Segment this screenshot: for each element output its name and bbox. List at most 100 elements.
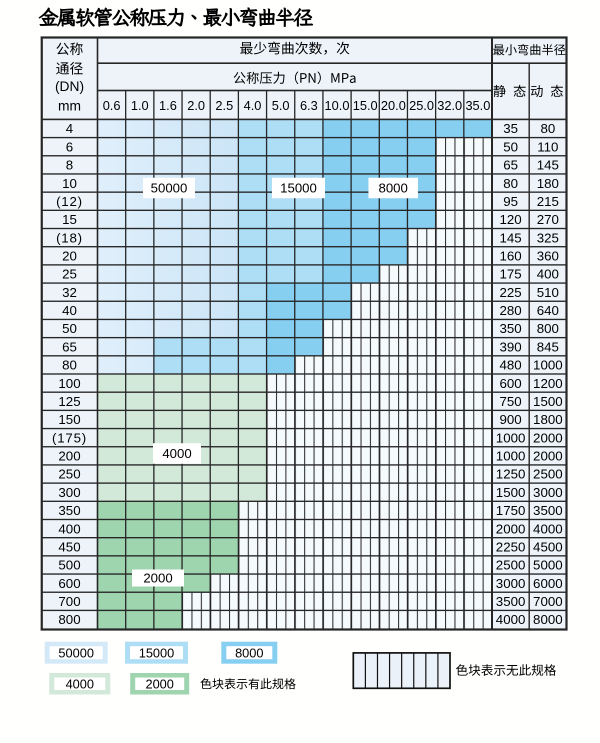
svg-text:15.0: 15.0 xyxy=(353,98,378,113)
svg-text:8000: 8000 xyxy=(379,181,408,196)
svg-text:700: 700 xyxy=(58,594,80,609)
svg-text:350: 350 xyxy=(500,321,522,336)
svg-text:145: 145 xyxy=(537,158,559,173)
svg-text:3500: 3500 xyxy=(533,503,563,518)
svg-text:1.0: 1.0 xyxy=(131,98,149,113)
svg-text:4000: 4000 xyxy=(533,521,563,536)
svg-text:32: 32 xyxy=(62,285,77,300)
svg-text:5000: 5000 xyxy=(533,558,563,573)
svg-text:(175): (175) xyxy=(52,430,87,445)
svg-text:80: 80 xyxy=(503,176,518,191)
svg-text:6000: 6000 xyxy=(533,576,563,591)
svg-text:50000: 50000 xyxy=(58,645,94,660)
svg-text:110: 110 xyxy=(537,139,558,154)
svg-text:3000: 3000 xyxy=(533,485,563,500)
svg-text:2000: 2000 xyxy=(533,449,563,464)
svg-text:2250: 2250 xyxy=(496,539,526,554)
svg-text:mm: mm xyxy=(58,98,81,113)
svg-text:1000: 1000 xyxy=(496,430,526,445)
svg-text:50: 50 xyxy=(503,139,518,154)
svg-text:300: 300 xyxy=(58,485,80,500)
svg-text:2000: 2000 xyxy=(145,676,173,691)
svg-text:3000: 3000 xyxy=(496,576,526,591)
svg-text:640: 640 xyxy=(537,303,559,318)
svg-text:150: 150 xyxy=(58,412,80,427)
svg-text:0.6: 0.6 xyxy=(103,98,121,113)
svg-text:5.0: 5.0 xyxy=(272,98,290,113)
svg-text:10: 10 xyxy=(62,176,77,191)
svg-text:4000: 4000 xyxy=(66,676,94,691)
svg-text:1000: 1000 xyxy=(533,358,563,373)
svg-text:145: 145 xyxy=(500,230,522,245)
svg-text:390: 390 xyxy=(500,339,522,354)
svg-text:160: 160 xyxy=(500,248,522,263)
svg-text:3500: 3500 xyxy=(496,594,526,609)
svg-text:15000: 15000 xyxy=(139,645,175,660)
svg-text:125: 125 xyxy=(58,394,80,409)
svg-text:50: 50 xyxy=(62,321,77,336)
svg-text:1000: 1000 xyxy=(496,449,526,464)
svg-text:350: 350 xyxy=(58,503,80,518)
svg-text:95: 95 xyxy=(503,194,518,209)
svg-text:1800: 1800 xyxy=(533,412,563,427)
svg-text:480: 480 xyxy=(500,358,522,373)
svg-text:845: 845 xyxy=(537,339,559,354)
svg-text:15: 15 xyxy=(62,212,77,227)
svg-text:400: 400 xyxy=(58,521,80,536)
svg-text:6.3: 6.3 xyxy=(300,98,318,113)
svg-text:270: 270 xyxy=(537,212,559,227)
svg-text:20: 20 xyxy=(62,248,77,263)
svg-text:65: 65 xyxy=(503,158,518,173)
svg-text:8000: 8000 xyxy=(533,612,563,627)
svg-text:15000: 15000 xyxy=(280,181,317,196)
svg-text:32.0: 32.0 xyxy=(437,98,462,113)
svg-text:(18): (18) xyxy=(56,230,83,245)
svg-text:2000: 2000 xyxy=(143,571,172,586)
svg-text:35.0: 35.0 xyxy=(465,98,490,113)
svg-text:200: 200 xyxy=(58,449,80,464)
svg-text:360: 360 xyxy=(537,248,559,263)
svg-text:80: 80 xyxy=(62,358,77,373)
svg-text:250: 250 xyxy=(58,467,80,482)
svg-text:(12): (12) xyxy=(56,194,83,209)
svg-text:1750: 1750 xyxy=(496,503,526,518)
svg-text:400: 400 xyxy=(537,267,559,282)
svg-text:25.0: 25.0 xyxy=(409,98,434,113)
svg-text:900: 900 xyxy=(500,412,522,427)
svg-text:600: 600 xyxy=(58,576,80,591)
svg-text:600: 600 xyxy=(500,376,522,391)
svg-text:7000: 7000 xyxy=(533,594,563,609)
svg-text:2500: 2500 xyxy=(533,467,563,482)
svg-text:8000: 8000 xyxy=(235,645,263,660)
svg-text:25: 25 xyxy=(62,267,77,282)
svg-text:35: 35 xyxy=(503,121,518,136)
svg-text:8: 8 xyxy=(66,158,73,173)
svg-text:225: 225 xyxy=(500,285,522,300)
svg-text:2000: 2000 xyxy=(533,430,563,445)
svg-text:1500: 1500 xyxy=(496,485,526,500)
svg-text:175: 175 xyxy=(500,267,522,282)
svg-text:120: 120 xyxy=(500,212,522,227)
svg-text:2.5: 2.5 xyxy=(215,98,233,113)
svg-text:1.6: 1.6 xyxy=(159,98,177,113)
svg-text:4000: 4000 xyxy=(162,446,191,461)
svg-text:40: 40 xyxy=(62,303,77,318)
svg-text:800: 800 xyxy=(58,612,80,627)
svg-text:50000: 50000 xyxy=(151,181,188,196)
svg-text:325: 325 xyxy=(537,230,559,245)
svg-text:10.0: 10.0 xyxy=(325,98,350,113)
svg-text:1500: 1500 xyxy=(533,394,563,409)
svg-text:2500: 2500 xyxy=(496,558,526,573)
svg-text:1200: 1200 xyxy=(533,376,563,391)
svg-text:65: 65 xyxy=(62,339,77,354)
svg-text:4.0: 4.0 xyxy=(244,98,262,113)
svg-text:20.0: 20.0 xyxy=(381,98,406,113)
svg-text:2.0: 2.0 xyxy=(187,98,205,113)
svg-text:4000: 4000 xyxy=(496,612,526,627)
svg-text:100: 100 xyxy=(58,376,80,391)
svg-text:2000: 2000 xyxy=(496,521,526,536)
svg-text:450: 450 xyxy=(58,539,80,554)
svg-text:180: 180 xyxy=(537,176,559,191)
svg-text:4: 4 xyxy=(66,121,73,136)
svg-text:215: 215 xyxy=(537,194,559,209)
